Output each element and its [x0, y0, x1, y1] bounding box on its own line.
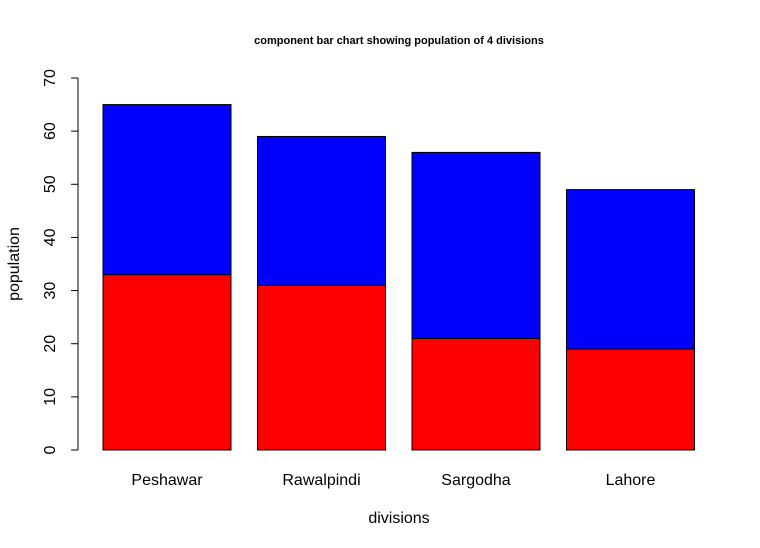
- y-axis: 0 10 20 30 40 50 60 70: [42, 69, 79, 454]
- x-tick-label-sargodha: Sargodha: [441, 472, 510, 489]
- x-tick-label-rawalpindi: Rawalpindi: [282, 472, 360, 489]
- y-axis-label: population: [6, 227, 23, 301]
- bar-segment-sargodha-2: [411, 151, 541, 339]
- x-axis-labels: Peshawar Rawalpindi Sargodha Lahore: [131, 472, 655, 489]
- y-tick-label-30: 30: [42, 282, 59, 300]
- chart-title: component bar chart showing population o…: [254, 35, 544, 47]
- y-tick-label-60: 60: [42, 122, 59, 140]
- y-tick-label-10: 10: [42, 388, 59, 406]
- bar-segment-lahore-1: [566, 348, 695, 451]
- bar-segment-peshawar-1: [102, 274, 232, 451]
- bar-segment-rawalpindi-2: [257, 135, 386, 286]
- y-tick-label-50: 50: [42, 175, 59, 193]
- y-tick-label-40: 40: [42, 228, 59, 246]
- bar-segment-lahore-2: [566, 189, 695, 350]
- bar-segment-rawalpindi-1: [257, 284, 386, 451]
- bar-segment-sargodha-1: [411, 337, 541, 451]
- y-tick-label-70: 70: [42, 69, 59, 87]
- bars-group: [102, 104, 695, 451]
- x-tick-label-peshawar: Peshawar: [131, 472, 203, 489]
- y-tick-label-20: 20: [42, 335, 59, 353]
- x-axis-label: divisions: [368, 510, 429, 527]
- y-tick-label-0: 0: [42, 445, 59, 454]
- bar-segment-peshawar-2: [102, 104, 232, 276]
- x-tick-label-lahore: Lahore: [606, 472, 656, 489]
